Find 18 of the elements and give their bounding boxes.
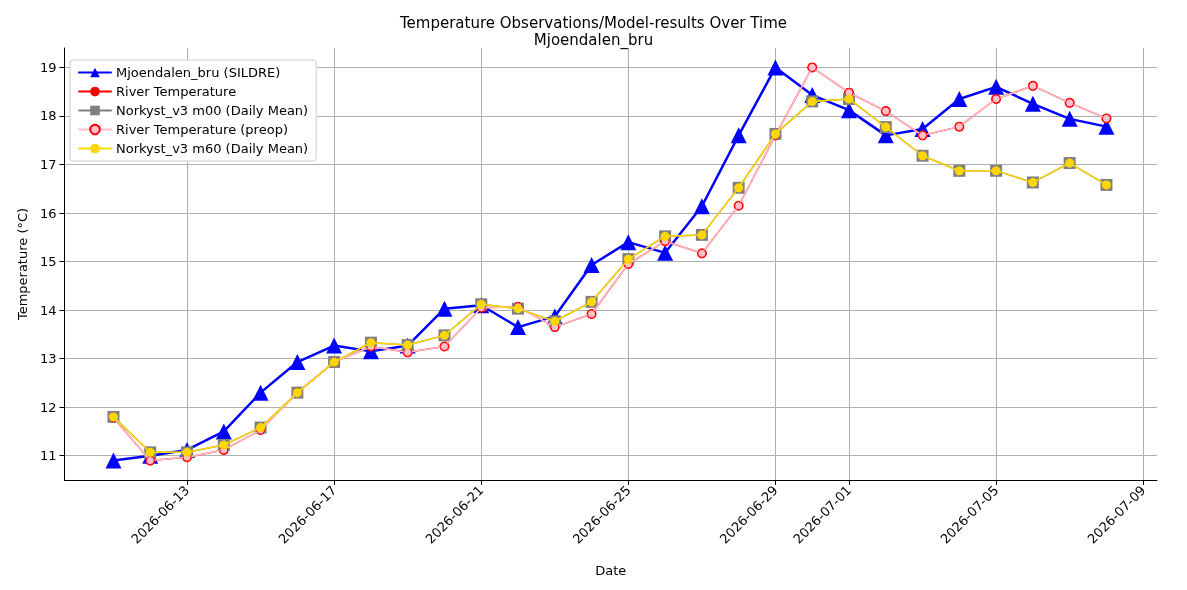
y-tick-label: 19 bbox=[39, 59, 57, 75]
y-tick-label: 18 bbox=[39, 108, 57, 124]
chart-subtitle: Mjoendalen_bru bbox=[533, 30, 654, 50]
legend-label: River Temperature bbox=[116, 84, 237, 99]
chart-title: Temperature Observations/Model-results Over Time bbox=[398, 13, 788, 32]
y-tick-label: 14 bbox=[39, 302, 57, 318]
legend-label: River Temperature (preop) bbox=[116, 122, 288, 137]
x-axis-title: Date bbox=[595, 563, 627, 578]
y-tick-label: 11 bbox=[39, 448, 57, 464]
y-axis-title: Temperature (°C) bbox=[15, 207, 30, 322]
legend-label: Norkyst_v3 m00 (Daily Mean) bbox=[116, 103, 309, 118]
y-tick-label: 12 bbox=[39, 399, 57, 415]
y-tick-label: 17 bbox=[39, 156, 57, 172]
legend-label: Mjoendalen_bru (SILDRE) bbox=[116, 65, 281, 80]
y-tick-label: 13 bbox=[39, 351, 57, 367]
y-tick-label: 16 bbox=[39, 205, 57, 221]
y-tick-label: 15 bbox=[39, 254, 57, 270]
legend-label: Norkyst_v3 m60 (Daily Mean) bbox=[116, 141, 309, 156]
